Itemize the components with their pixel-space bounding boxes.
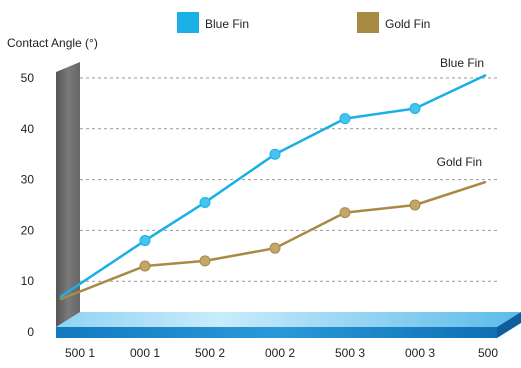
- series-end-label-1: Gold Fin: [437, 155, 482, 169]
- y-tick-label-50: 50: [21, 71, 35, 85]
- y-axis-title: Contact Angle (°): [7, 36, 98, 50]
- series-0-point-1: [199, 196, 211, 208]
- gridlines: [80, 77, 498, 282]
- x-tick-label-3: 000 2: [265, 346, 295, 360]
- floor-front-face: [56, 327, 497, 338]
- series-layer: Blue Fin Gold Fin: [59, 56, 487, 301]
- series-0-point-0: [139, 235, 151, 247]
- x-tick-labels: 500 1 000 1 500 2 000 2 500 3 000 3 500: [65, 346, 498, 360]
- series-line-0: [59, 74, 487, 298]
- x-tick-label-2: 500 2: [195, 346, 225, 360]
- series-1-point-2: [269, 242, 281, 254]
- legend-item-blue-fin: Blue Fin: [177, 12, 249, 33]
- legend-swatch-gold-fin: [357, 12, 379, 33]
- y-tick-label-30: 30: [21, 173, 35, 187]
- series-blue-fin: Blue Fin: [59, 56, 487, 298]
- x-tick-label-6: 500: [478, 346, 498, 360]
- x-tick-label-0: 500 1: [65, 346, 95, 360]
- series-1-point-4: [409, 199, 421, 211]
- legend-label-blue-fin: Blue Fin: [205, 17, 249, 31]
- y-tick-label-20: 20: [21, 223, 35, 237]
- series-0-point-2: [269, 148, 281, 160]
- legend-label-gold-fin: Gold Fin: [385, 17, 430, 31]
- series-1-point-0: [139, 260, 151, 272]
- y-tick-label-0: 0: [27, 325, 34, 339]
- chart-floor: [56, 312, 521, 338]
- y-tick-label-10: 10: [21, 274, 35, 288]
- floor-side-face: [497, 312, 521, 338]
- x-tick-label-1: 000 1: [130, 346, 160, 360]
- series-1-point-3: [339, 207, 351, 219]
- series-end-label-0: Blue Fin: [440, 56, 484, 70]
- x-tick-label-5: 000 3: [405, 346, 435, 360]
- floor-top-face: [56, 312, 521, 327]
- y-axis-wall: [56, 62, 80, 328]
- series-0-point-3: [339, 113, 351, 125]
- series-0-point-4: [409, 102, 421, 114]
- series-1-point-1: [199, 255, 211, 267]
- legend: Blue Fin Gold Fin: [177, 12, 430, 33]
- legend-swatch-blue-fin: [177, 12, 199, 33]
- y-tick-labels: 0 10 20 30 40 50: [21, 71, 35, 339]
- x-tick-label-4: 500 3: [335, 346, 365, 360]
- y-tick-label-40: 40: [21, 122, 35, 136]
- legend-item-gold-fin: Gold Fin: [357, 12, 430, 33]
- series-gold-fin: Gold Fin: [59, 155, 487, 301]
